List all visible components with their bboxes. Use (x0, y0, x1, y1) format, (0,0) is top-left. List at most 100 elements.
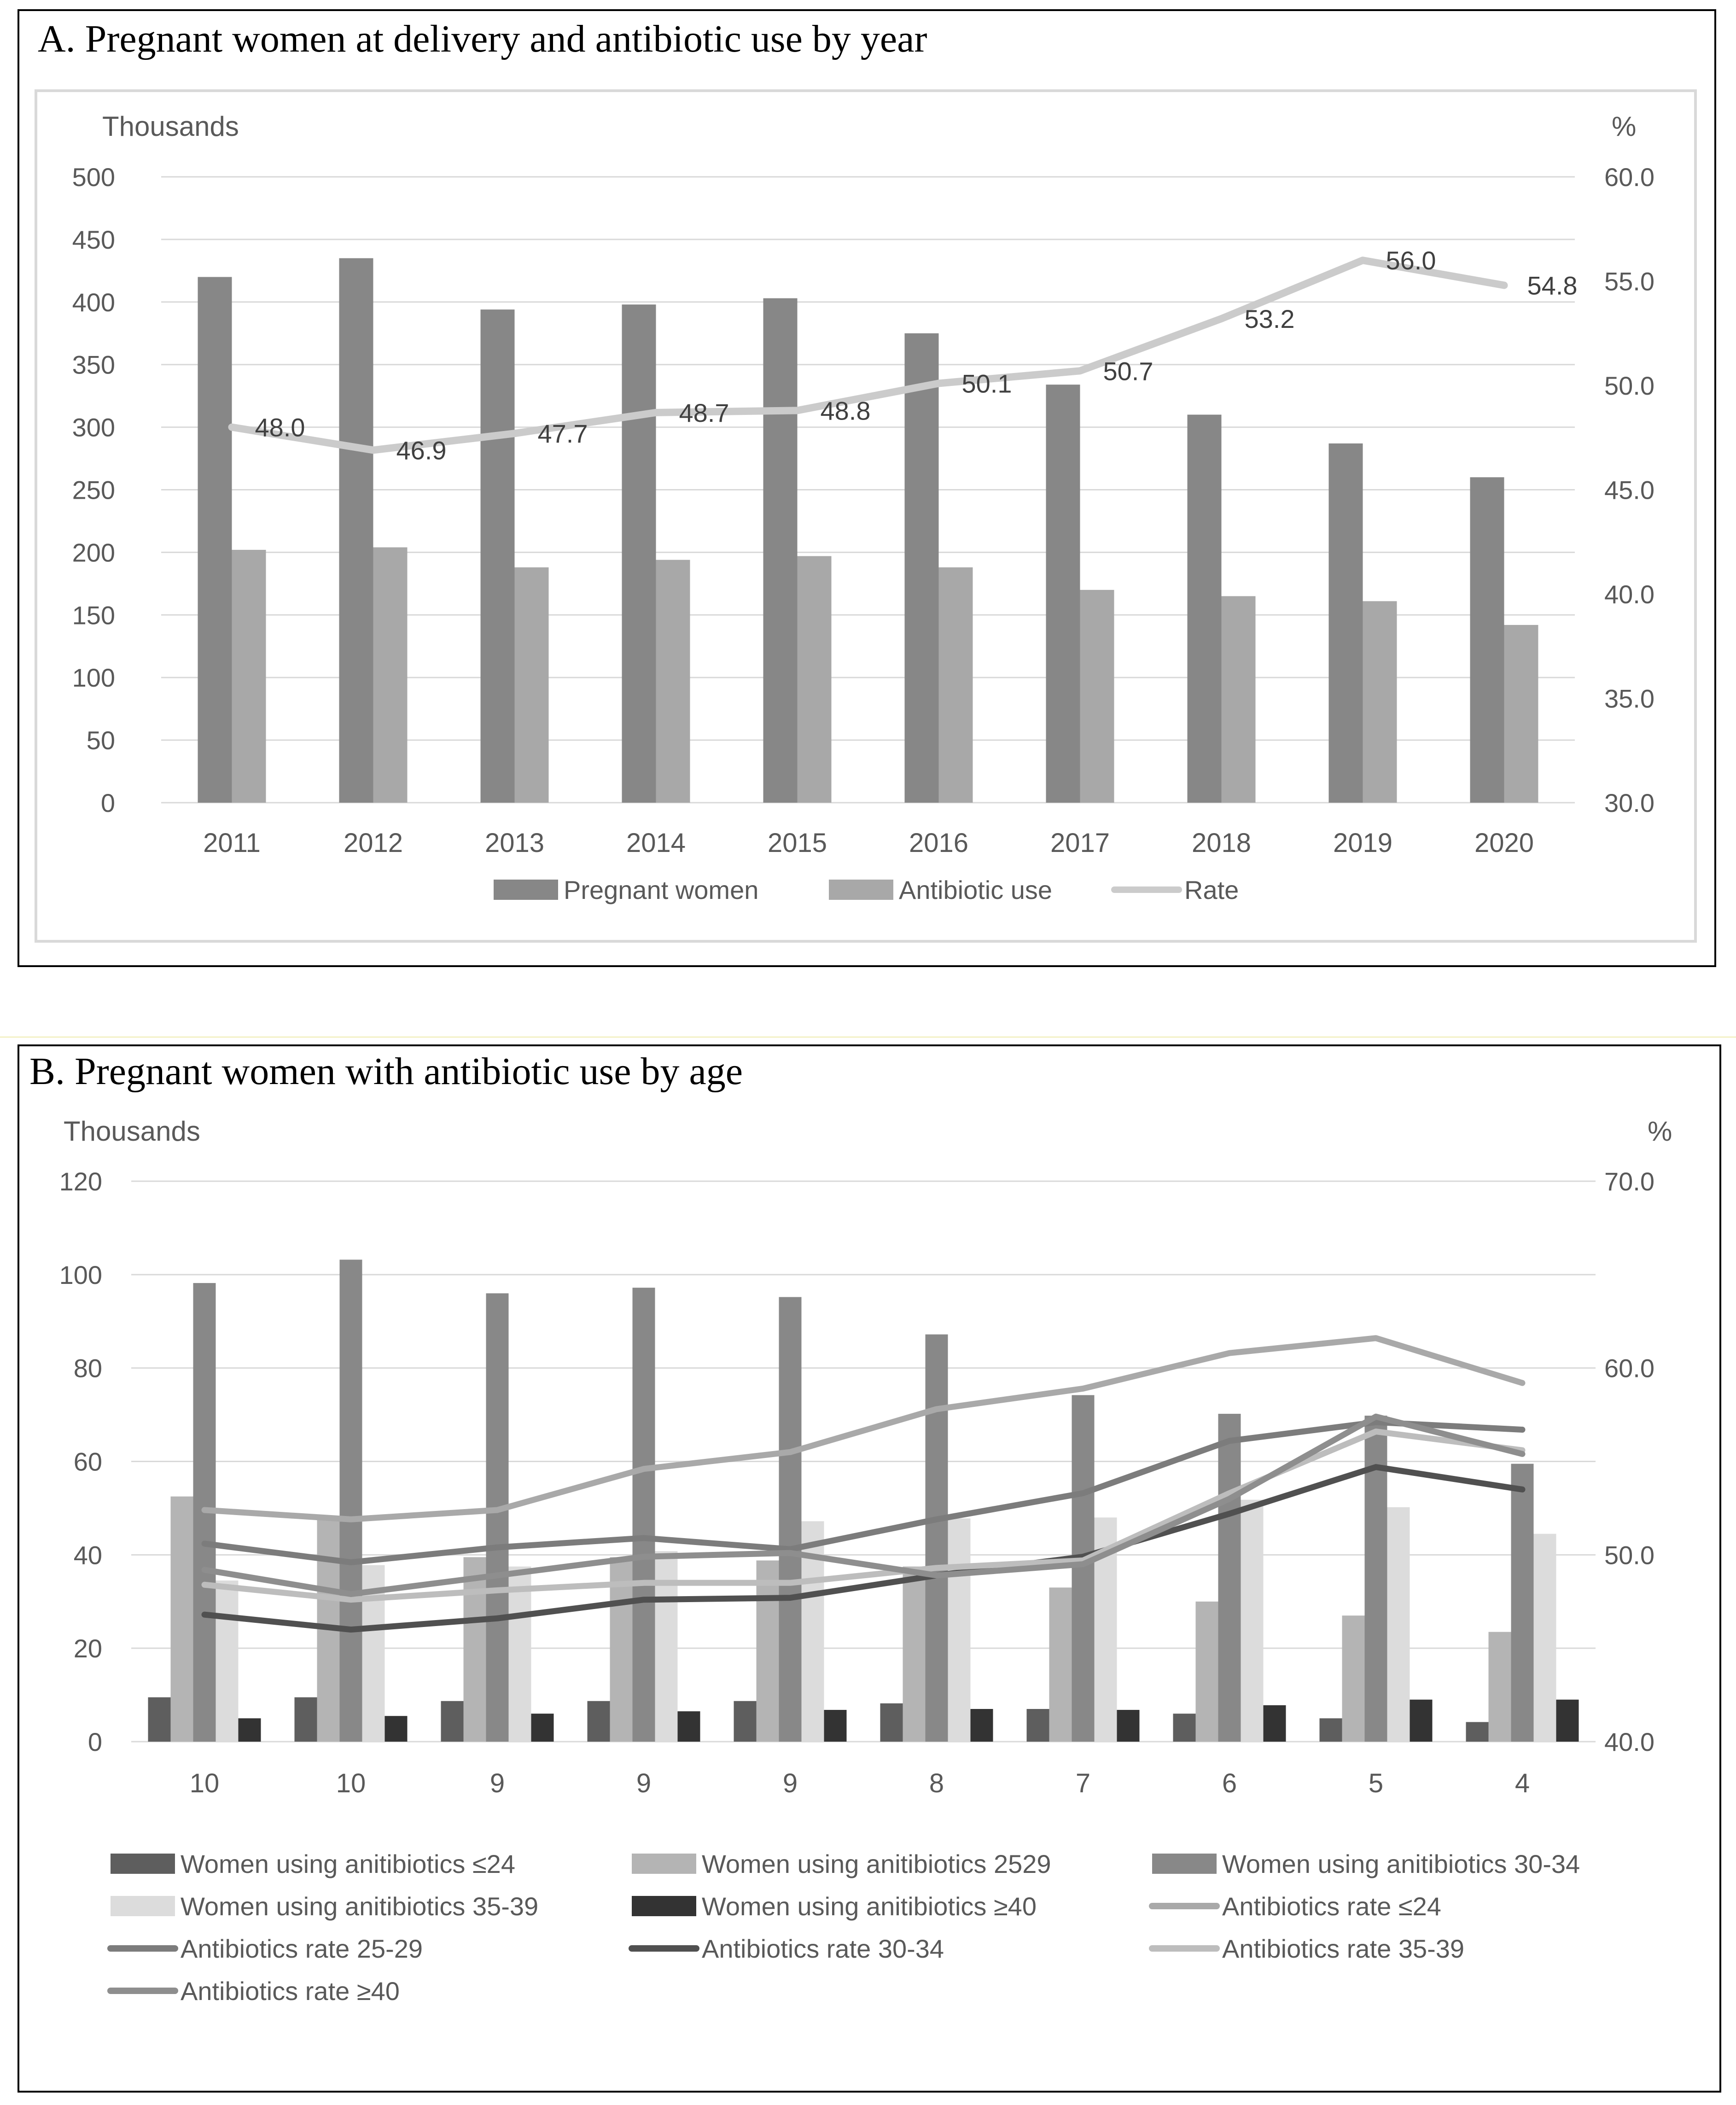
data-label: 48.0 (255, 413, 305, 442)
legend-label: Antibiotics rate 25-29 (181, 1934, 423, 1963)
legend-label: Antibiotics rate 30-34 (702, 1934, 944, 1963)
bar (1049, 1587, 1072, 1742)
bar (1511, 1464, 1534, 1742)
series-line (201, 1429, 1526, 1603)
legend-label: Women using anitibiotics ≥40 (702, 1892, 1037, 1921)
bar (1195, 1601, 1218, 1742)
bar (1556, 1699, 1579, 1742)
bar (1218, 1414, 1241, 1742)
bar (232, 549, 266, 803)
x-tick-label: 7 (1076, 1768, 1090, 1798)
bar (655, 1551, 678, 1742)
legend-label: Women using anitibiotics 30-34 (1222, 1849, 1580, 1878)
y-tick-label: 0 (88, 1727, 102, 1756)
bar (294, 1697, 317, 1742)
x-tick-label: 4 (1515, 1768, 1530, 1798)
y-tick-label: 0 (101, 788, 115, 817)
bar (531, 1714, 554, 1742)
panel-a-title: A. Pregnant women at delivery and antibi… (38, 17, 927, 60)
y-tick-label: 400 (72, 288, 115, 317)
y-tick-label: 250 (72, 476, 115, 505)
bar (1363, 601, 1397, 803)
bar (339, 258, 373, 803)
panel-b-frame (17, 1044, 1721, 2093)
bar (734, 1701, 757, 1742)
bar (1241, 1499, 1264, 1742)
y2-tick-label: 60.0 (1604, 1354, 1654, 1383)
legend-swatch (829, 880, 893, 900)
bar (632, 1288, 655, 1742)
x-tick-label: 2015 (768, 828, 827, 858)
bar (1342, 1615, 1365, 1742)
x-tick-label: 8 (929, 1768, 944, 1798)
y-tick-label: 20 (74, 1634, 102, 1663)
bar (1410, 1699, 1433, 1742)
y-tick-label: 80 (74, 1354, 102, 1383)
y2-axis-title: % (1648, 1116, 1672, 1147)
bar (880, 1703, 903, 1742)
legend-swatch (1152, 1854, 1217, 1874)
y-tick-label: 200 (72, 538, 115, 567)
x-tick-label: 10 (336, 1768, 366, 1798)
bar (486, 1293, 509, 1742)
bar (1173, 1714, 1196, 1742)
bar (238, 1718, 261, 1742)
bar (339, 1260, 362, 1742)
panel-b-chart: 0 20 40 60 80 100 120 40.0 50.0 60.0 70.0 Thousands… (59, 1116, 1672, 2006)
series-line (201, 1335, 1526, 1522)
legend-label: Women using anitibiotics 35-39 (181, 1892, 538, 1921)
x-tick-label: 2011 (203, 828, 261, 858)
bar (677, 1711, 700, 1742)
bar (779, 1297, 802, 1742)
bar (1488, 1632, 1511, 1742)
bar (514, 567, 549, 803)
y2-tick-label: 50.0 (1604, 371, 1654, 400)
data-label: 50.1 (962, 369, 1012, 398)
series-line (201, 1464, 1526, 1633)
legend-label: Rate (1184, 875, 1239, 904)
legend-label: Antibiotics rate ≤24 (1222, 1892, 1441, 1921)
bar (1072, 1395, 1095, 1742)
x-tick-label: 10 (190, 1768, 220, 1798)
bar (373, 547, 408, 803)
panel-a-plot-frame (35, 89, 1697, 943)
x-tick-label: 2017 (1050, 828, 1110, 858)
data-label: 54.8 (1527, 271, 1578, 300)
series-line (201, 1413, 1526, 1598)
x-tick-label: 2020 (1474, 828, 1534, 858)
x-tick-label: 9 (636, 1768, 651, 1798)
bar (508, 1566, 531, 1742)
bar (622, 304, 656, 803)
legend-label: Women using anitibiotics ≤24 (181, 1849, 515, 1878)
bar (216, 1580, 239, 1742)
data-label: 47.7 (538, 419, 588, 448)
bar (1533, 1534, 1556, 1742)
bar (1328, 443, 1363, 803)
legend-label: Antibiotics rate 35-39 (1222, 1934, 1464, 1963)
x-tick-label: 5 (1369, 1768, 1383, 1798)
y-tick-label: 40 (74, 1540, 102, 1569)
bar (903, 1566, 926, 1742)
x-tick-label: 9 (490, 1768, 505, 1798)
y2-tick-label: 30.0 (1604, 788, 1654, 817)
bar (763, 298, 798, 803)
y2-tick-label: 35.0 (1604, 684, 1654, 713)
x-tick-label: 2014 (626, 828, 686, 858)
x-tick-label: 2018 (1192, 828, 1251, 858)
y2-tick-label: 70.0 (1604, 1167, 1654, 1196)
data-label: 50.7 (1103, 356, 1153, 385)
legend-swatch (494, 880, 558, 900)
bar (1466, 1722, 1489, 1742)
bar (1080, 589, 1114, 803)
y2-axis-title: % (1612, 111, 1636, 142)
y-axis-title: Thousands (102, 111, 239, 142)
y-axis-title: Thousands (64, 1116, 200, 1147)
y-tick-label: 60 (74, 1447, 102, 1476)
bar (1470, 477, 1504, 803)
panel-a-chart: 0 50 100 150 200 250 300 350 400 450 500 30.0 35.0 40… (72, 111, 1654, 904)
data-label: 48.8 (821, 396, 871, 425)
bar (970, 1709, 993, 1742)
legend-swatch (632, 1854, 696, 1874)
series-line (201, 1419, 1526, 1566)
data-label: 56.0 (1386, 246, 1436, 275)
